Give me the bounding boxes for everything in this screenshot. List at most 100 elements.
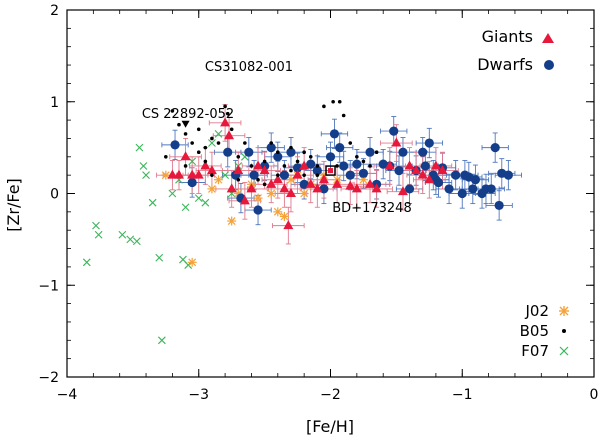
- f07-stroke: [132, 237, 141, 246]
- giant-point: [292, 169, 303, 179]
- dwarf-point: [389, 126, 399, 136]
- b05-point: [302, 150, 306, 155]
- dwarf-point: [468, 184, 478, 194]
- dwarf-point: [365, 147, 375, 157]
- giant-point: [239, 195, 250, 205]
- x-tick-label: 0: [590, 387, 599, 403]
- giant-point: [246, 183, 257, 193]
- legend-marker-b05-dot: [562, 329, 566, 333]
- f07-stroke: [92, 221, 100, 230]
- giant-point: [167, 169, 178, 179]
- j02-point: [299, 189, 309, 198]
- legend-marker-giants-triangle: [542, 33, 554, 43]
- legend-marker-j02-asterisk: [559, 306, 569, 316]
- dwarf-point: [279, 170, 289, 180]
- giant-point: [193, 169, 204, 179]
- giant-point: [437, 165, 448, 175]
- annotation-cs31082: CS31082-001: [205, 60, 293, 75]
- b05-point: [183, 164, 188, 168]
- b05-point: [164, 155, 168, 159]
- b05-point: [223, 104, 227, 109]
- b05-point: [368, 164, 372, 168]
- dwarf-point: [433, 177, 444, 188]
- giant-point: [279, 183, 290, 193]
- giant-point: [180, 151, 191, 161]
- f07-stroke: [135, 143, 144, 152]
- legend-marker-dwarfs-circle: [544, 60, 554, 70]
- legend-label-f07: F07: [521, 342, 549, 360]
- dwarf-point: [398, 147, 408, 157]
- b05-point: [374, 150, 379, 155]
- j02-point: [279, 211, 289, 221]
- dwarf-point: [223, 147, 233, 157]
- dwarf-point: [253, 205, 263, 215]
- dwarf-point: [329, 129, 340, 139]
- f07-stroke: [168, 189, 177, 198]
- b05-point: [361, 159, 366, 164]
- b05-point: [256, 177, 260, 182]
- f07-stroke: [94, 230, 103, 239]
- y-tick-label: −1: [38, 278, 59, 294]
- x-tick-label: −4: [57, 387, 78, 403]
- legend-label-j02: J02: [524, 302, 549, 320]
- giant-point: [332, 178, 343, 188]
- x-tick-label: −2: [320, 387, 341, 403]
- b05-point: [216, 141, 221, 145]
- j02-point: [266, 189, 276, 198]
- dwarf-point: [444, 184, 454, 194]
- f07-stroke: [82, 258, 91, 267]
- giant-point: [312, 183, 323, 193]
- f07-stroke: [201, 198, 210, 207]
- b05-point: [243, 141, 247, 145]
- b05-point: [341, 113, 346, 118]
- giant-point: [384, 160, 395, 170]
- f07-point: [135, 143, 144, 152]
- b05-point: [225, 111, 230, 116]
- dwarf-point: [494, 200, 504, 211]
- giant-point: [391, 137, 402, 147]
- x-axis-title: [Fe/H]: [306, 417, 354, 436]
- dwarf-point: [292, 163, 303, 173]
- f07-stroke: [188, 157, 197, 166]
- f07-point: [148, 198, 157, 207]
- b05-point: [196, 150, 201, 155]
- f07-point: [201, 198, 210, 207]
- axes-frame: −4 −3 −2 −1 0 −2 −1 0 1 2: [38, 3, 598, 403]
- y-tick-label: −2: [38, 370, 59, 386]
- b05-point: [249, 164, 254, 168]
- b05-point: [236, 177, 241, 182]
- b05-point: [203, 159, 208, 164]
- j02-point: [273, 207, 283, 217]
- b05-point: [322, 104, 326, 109]
- dwarf-point: [325, 152, 336, 162]
- y-tick-label: 0: [50, 187, 59, 203]
- b05-point: [229, 127, 234, 132]
- x-tick-label: −1: [452, 387, 473, 403]
- b05-point: [282, 164, 287, 168]
- f07-stroke: [208, 139, 216, 147]
- b05-point: [355, 155, 359, 159]
- f07-stroke: [142, 171, 150, 180]
- dwarf-point: [187, 177, 197, 188]
- b05-point: [170, 109, 175, 113]
- f07-stroke: [181, 203, 190, 212]
- legend-marker-f07-cross: [559, 346, 569, 356]
- j02-point: [214, 175, 224, 185]
- special-point-square: [325, 165, 336, 176]
- giant-point: [411, 165, 422, 175]
- dwarf-point: [420, 161, 430, 171]
- b05-point: [210, 173, 214, 177]
- b05-point: [308, 155, 313, 159]
- b05-point: [183, 132, 188, 136]
- giant-point: [299, 160, 310, 170]
- dwarf-point: [286, 147, 296, 157]
- giant-point: [318, 174, 329, 184]
- dwarf-point: [335, 143, 345, 153]
- j02-point: [253, 193, 263, 203]
- dwarf-point: [339, 161, 349, 171]
- b05-point: [196, 127, 201, 132]
- dwarf-point: [312, 165, 322, 176]
- legend-bottom: J02 B05 F07: [520, 302, 569, 360]
- dwarf-point: [306, 159, 316, 169]
- f07-point: [92, 221, 100, 230]
